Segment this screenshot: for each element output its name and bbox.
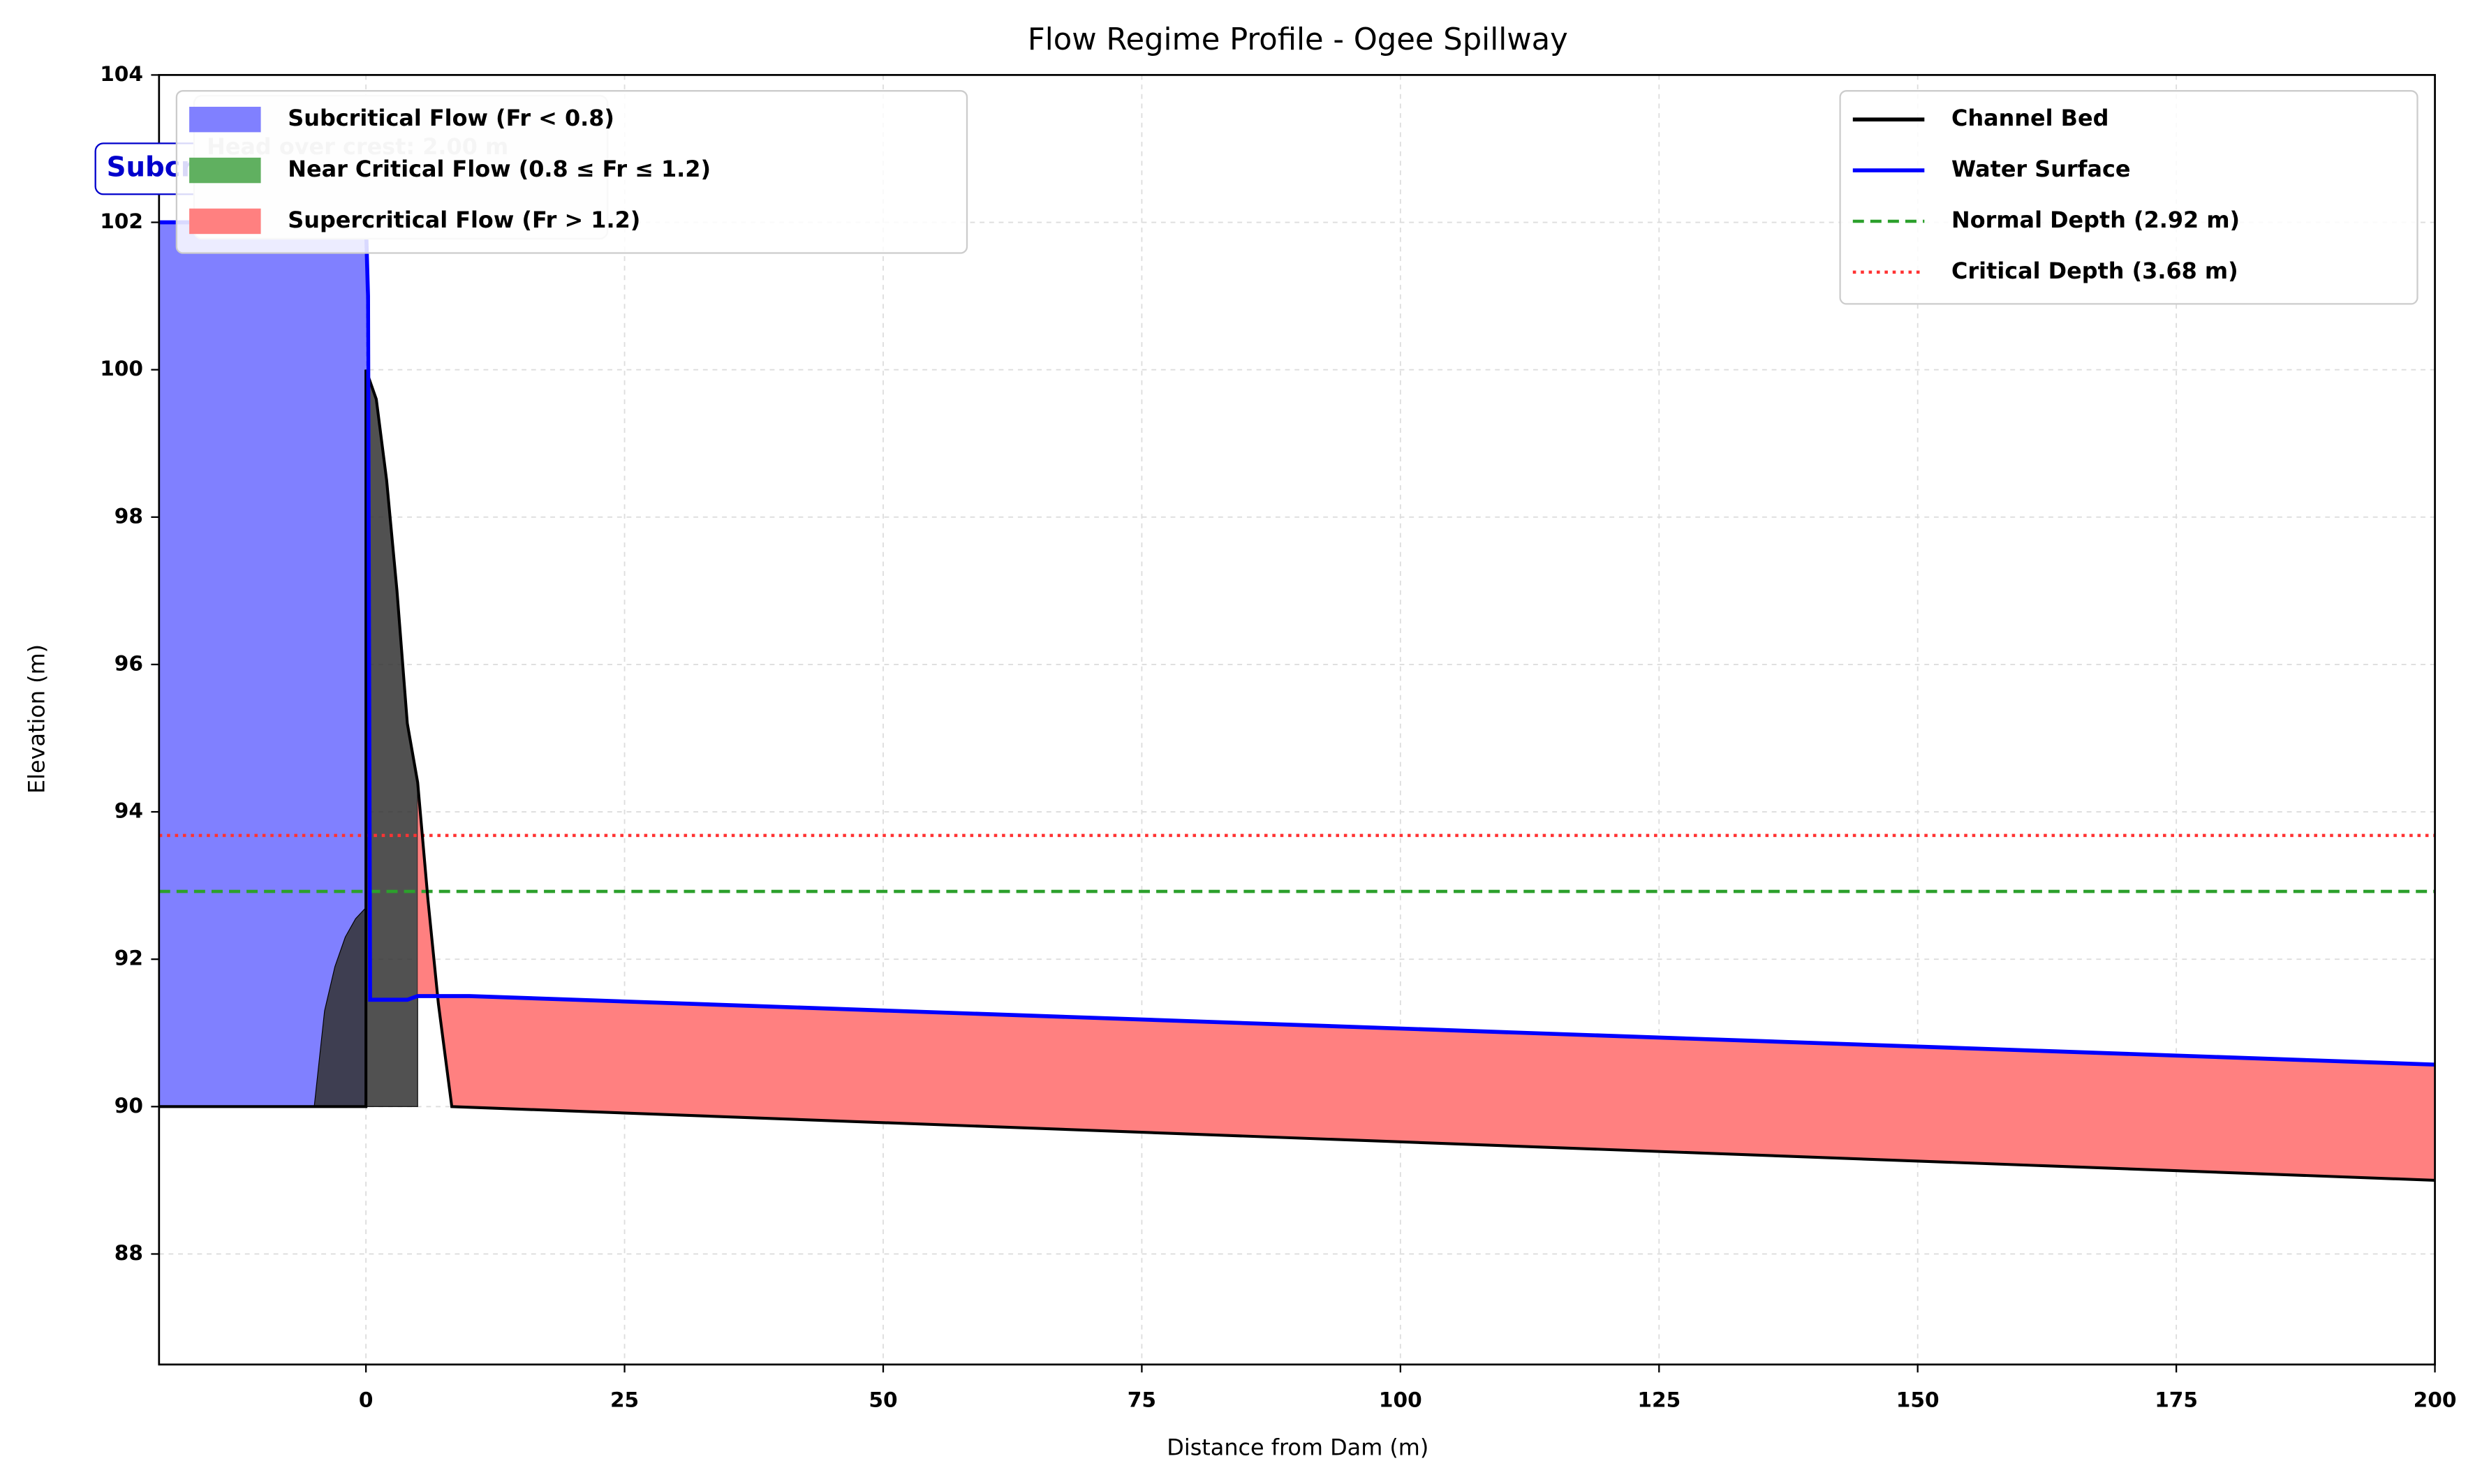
x-tick-label: 175 — [2155, 1388, 2198, 1412]
plot-frame — [158, 74, 2436, 1366]
x-tick-label: 150 — [1896, 1388, 1940, 1412]
region-fill — [158, 222, 367, 1107]
y-tick-label: 98 — [115, 504, 143, 528]
legend-swatch — [189, 106, 261, 133]
x-tick-label: 25 — [610, 1388, 639, 1412]
y-tick-label: 94 — [115, 799, 143, 823]
x-tick-label: 125 — [1637, 1388, 1681, 1412]
x-axis-label: Distance from Dam (m) — [1167, 1434, 1428, 1461]
legend-label: Near Critical Flow (0.8 ≤ Fr ≤ 1.2) — [288, 156, 711, 182]
chart-title: Flow Regime Profile - Ogee Spillway — [1028, 22, 1568, 57]
legend-label: Normal Depth (2.92 m) — [1951, 207, 2240, 233]
x-tick-label: 100 — [1379, 1388, 1422, 1412]
legend-swatch — [189, 157, 261, 184]
y-tick-label: 104 — [100, 62, 143, 86]
legend-label: Critical Depth (3.68 m) — [1951, 258, 2238, 284]
x-tick-label: 50 — [869, 1388, 897, 1412]
legend-label: Channel Bed — [1951, 105, 2108, 131]
legend-swatch — [189, 208, 261, 235]
x-tick-label: 0 — [359, 1388, 374, 1412]
legend-label: Supercritical Flow (Fr > 1.2) — [288, 207, 640, 233]
y-tick-label: 90 — [115, 1094, 143, 1118]
legend-box — [175, 90, 968, 254]
line-series — [158, 369, 2435, 1182]
legend-label: Subcritical Flow (Fr < 0.8) — [288, 105, 614, 131]
line-series — [158, 220, 2435, 1067]
x-tick-label: 75 — [1128, 1388, 1156, 1412]
y-tick-label: 96 — [115, 651, 143, 675]
y-axis-label: Elevation (m) — [24, 644, 50, 794]
legend-box — [1839, 90, 2418, 305]
y-tick-label: 92 — [115, 947, 143, 970]
legend-label: Water Surface — [1951, 156, 2130, 182]
y-tick-label: 88 — [115, 1241, 143, 1265]
region-fill — [418, 782, 2435, 1180]
y-tick-label: 100 — [100, 357, 143, 380]
x-tick-label: 200 — [2414, 1388, 2457, 1412]
y-tick-label: 102 — [100, 209, 143, 233]
